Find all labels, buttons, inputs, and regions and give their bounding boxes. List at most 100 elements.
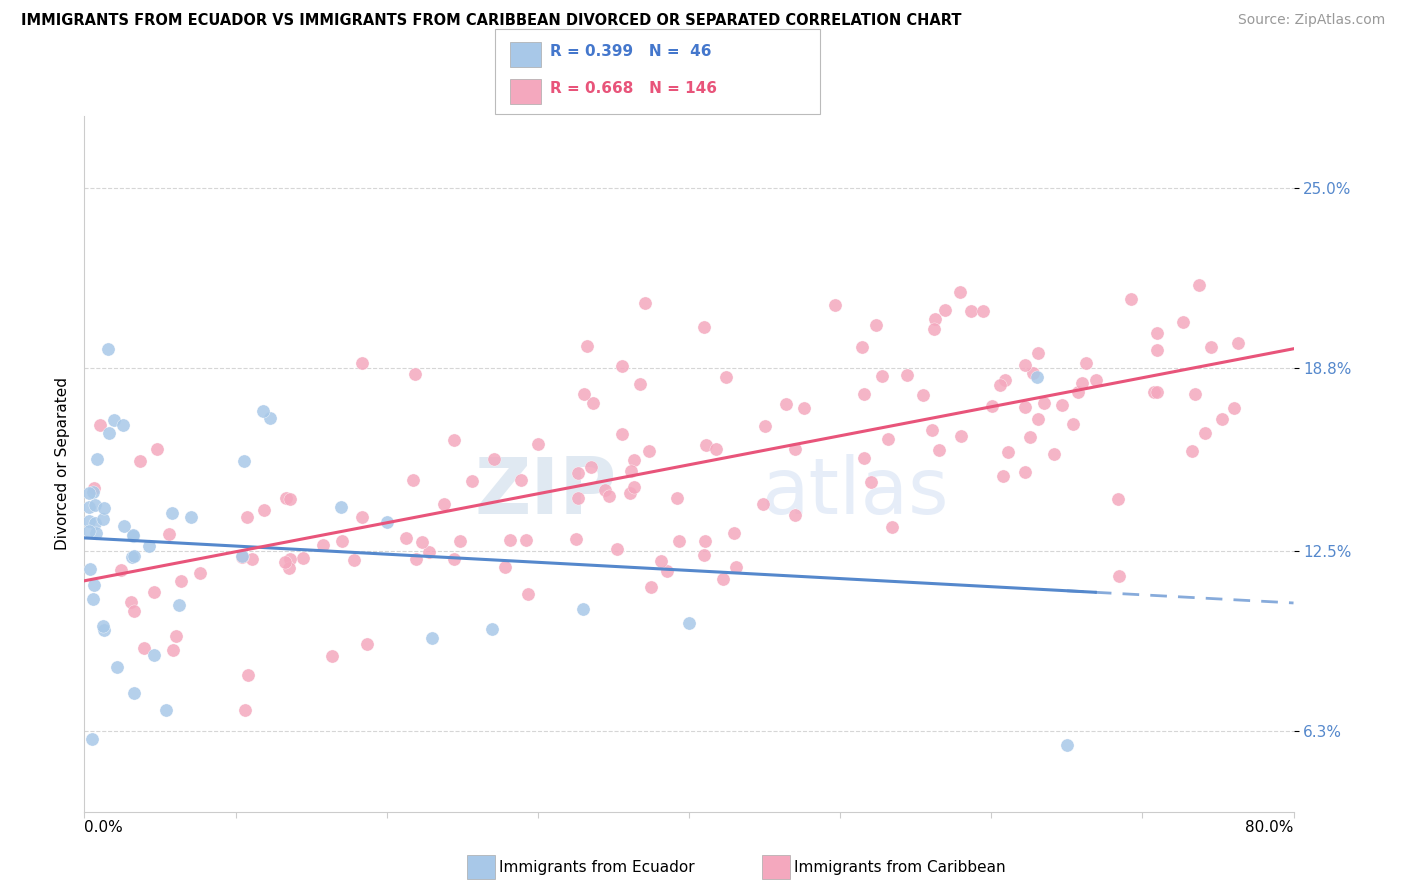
Point [122, 604, 145, 618]
Point [77, 486, 100, 500]
Point [236, 668, 259, 682]
Point [640, 581, 662, 595]
Point [395, 531, 418, 545]
Point [638, 444, 661, 458]
Point [1226, 335, 1249, 350]
Point [404, 367, 426, 381]
Point [949, 285, 972, 300]
Point [232, 454, 254, 468]
Text: 80.0%: 80.0% [1246, 821, 1294, 836]
Point [91, 511, 114, 525]
Point [949, 429, 972, 443]
Point [1146, 326, 1168, 340]
Point [1146, 384, 1168, 399]
Point [84, 516, 107, 530]
Point [1199, 340, 1222, 354]
Point [98, 425, 121, 440]
Point [330, 500, 353, 515]
Point [876, 433, 898, 447]
Point [375, 515, 398, 529]
Point [350, 356, 373, 370]
Point [572, 602, 595, 616]
Point [167, 598, 190, 612]
Point [704, 442, 727, 457]
Point [84, 525, 107, 540]
Point [259, 410, 281, 425]
Point [121, 529, 143, 543]
Point [598, 489, 620, 503]
Point [693, 533, 716, 548]
Point [997, 445, 1019, 459]
Point [865, 318, 887, 332]
Point [1223, 401, 1246, 416]
Point [111, 418, 134, 433]
Point [236, 509, 259, 524]
Point [120, 595, 142, 609]
Point [517, 587, 540, 601]
Point [321, 649, 343, 664]
Point [509, 473, 531, 487]
Point [851, 340, 873, 354]
Point [515, 533, 537, 548]
Point [581, 459, 603, 474]
Point [1014, 358, 1036, 372]
Point [921, 423, 943, 437]
Point [655, 564, 678, 578]
Point [1062, 417, 1084, 431]
Point [1074, 356, 1097, 370]
Point [1194, 425, 1216, 440]
Point [824, 298, 846, 312]
Point [121, 549, 143, 564]
Point [1143, 385, 1166, 400]
Point [1014, 400, 1036, 414]
Point [231, 550, 253, 565]
Point [82, 484, 104, 499]
Point [77, 524, 100, 539]
Point [924, 322, 946, 336]
Point [928, 443, 950, 458]
Point [693, 548, 716, 562]
Point [93, 500, 115, 515]
Point [859, 475, 882, 489]
Point [180, 510, 202, 524]
Point [793, 401, 815, 416]
Point [1211, 412, 1233, 426]
Point [1018, 430, 1040, 444]
Point [751, 497, 773, 511]
Point [620, 464, 643, 478]
Point [143, 648, 166, 662]
Point [1184, 386, 1206, 401]
Text: Immigrants from Caribbean: Immigrants from Caribbean [794, 860, 1007, 874]
Point [1121, 292, 1143, 306]
Point [1171, 315, 1194, 329]
Point [83, 481, 105, 495]
Point [911, 388, 934, 402]
Point [1188, 277, 1211, 292]
Text: R = 0.399   N =  46: R = 0.399 N = 46 [550, 44, 711, 59]
Point [484, 452, 506, 467]
Point [1084, 373, 1107, 387]
Point [582, 396, 605, 410]
Point [274, 555, 297, 569]
Point [574, 386, 596, 401]
Point [981, 399, 1004, 413]
Point [494, 560, 516, 574]
Point [666, 491, 689, 506]
Point [312, 538, 335, 552]
Text: R = 0.668   N = 146: R = 0.668 N = 146 [550, 80, 717, 95]
Point [628, 376, 651, 391]
Point [93, 624, 115, 638]
Point [160, 507, 183, 521]
Point [420, 631, 443, 645]
Point [112, 518, 135, 533]
Point [77, 500, 100, 515]
Text: atlas: atlas [762, 454, 949, 530]
Point [280, 551, 302, 566]
Point [988, 377, 1011, 392]
Point [1066, 384, 1088, 399]
Point [567, 491, 589, 505]
Point [165, 629, 187, 643]
Point [754, 419, 776, 434]
Point [606, 541, 628, 556]
Point [330, 533, 353, 548]
